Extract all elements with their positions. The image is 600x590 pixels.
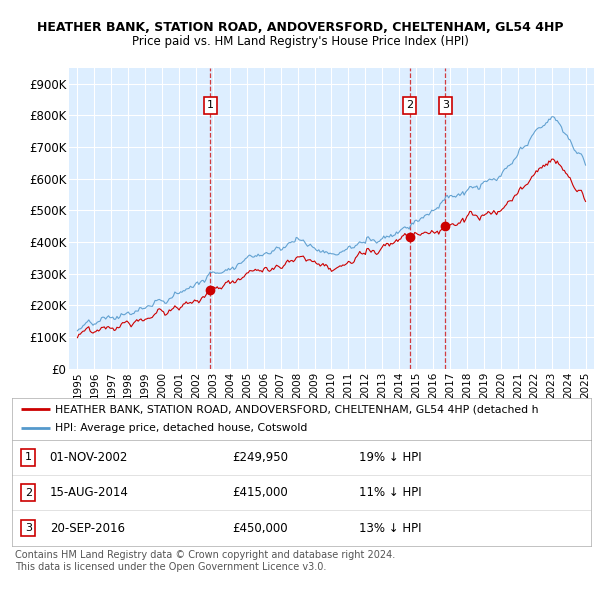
Text: £249,950: £249,950 <box>232 451 288 464</box>
Text: Contains HM Land Registry data © Crown copyright and database right 2024.: Contains HM Land Registry data © Crown c… <box>15 550 395 560</box>
Text: 1: 1 <box>25 453 32 462</box>
Text: £450,000: £450,000 <box>232 522 287 535</box>
Text: HEATHER BANK, STATION ROAD, ANDOVERSFORD, CHELTENHAM, GL54 4HP: HEATHER BANK, STATION ROAD, ANDOVERSFORD… <box>37 21 563 34</box>
Text: This data is licensed under the Open Government Licence v3.0.: This data is licensed under the Open Gov… <box>15 562 326 572</box>
Text: 2: 2 <box>406 100 413 110</box>
Text: 15-AUG-2014: 15-AUG-2014 <box>50 486 128 499</box>
Text: Price paid vs. HM Land Registry's House Price Index (HPI): Price paid vs. HM Land Registry's House … <box>131 35 469 48</box>
Text: 20-SEP-2016: 20-SEP-2016 <box>50 522 125 535</box>
Text: HEATHER BANK, STATION ROAD, ANDOVERSFORD, CHELTENHAM, GL54 4HP (detached h: HEATHER BANK, STATION ROAD, ANDOVERSFORD… <box>55 404 539 414</box>
Text: 19% ↓ HPI: 19% ↓ HPI <box>359 451 422 464</box>
Text: HPI: Average price, detached house, Cotswold: HPI: Average price, detached house, Cots… <box>55 424 308 434</box>
Text: 1: 1 <box>206 100 214 110</box>
Text: 13% ↓ HPI: 13% ↓ HPI <box>359 522 422 535</box>
Text: 11% ↓ HPI: 11% ↓ HPI <box>359 486 422 499</box>
Text: £415,000: £415,000 <box>232 486 288 499</box>
Text: 3: 3 <box>442 100 449 110</box>
Text: 01-NOV-2002: 01-NOV-2002 <box>50 451 128 464</box>
Text: 2: 2 <box>25 488 32 497</box>
Text: 3: 3 <box>25 523 32 533</box>
